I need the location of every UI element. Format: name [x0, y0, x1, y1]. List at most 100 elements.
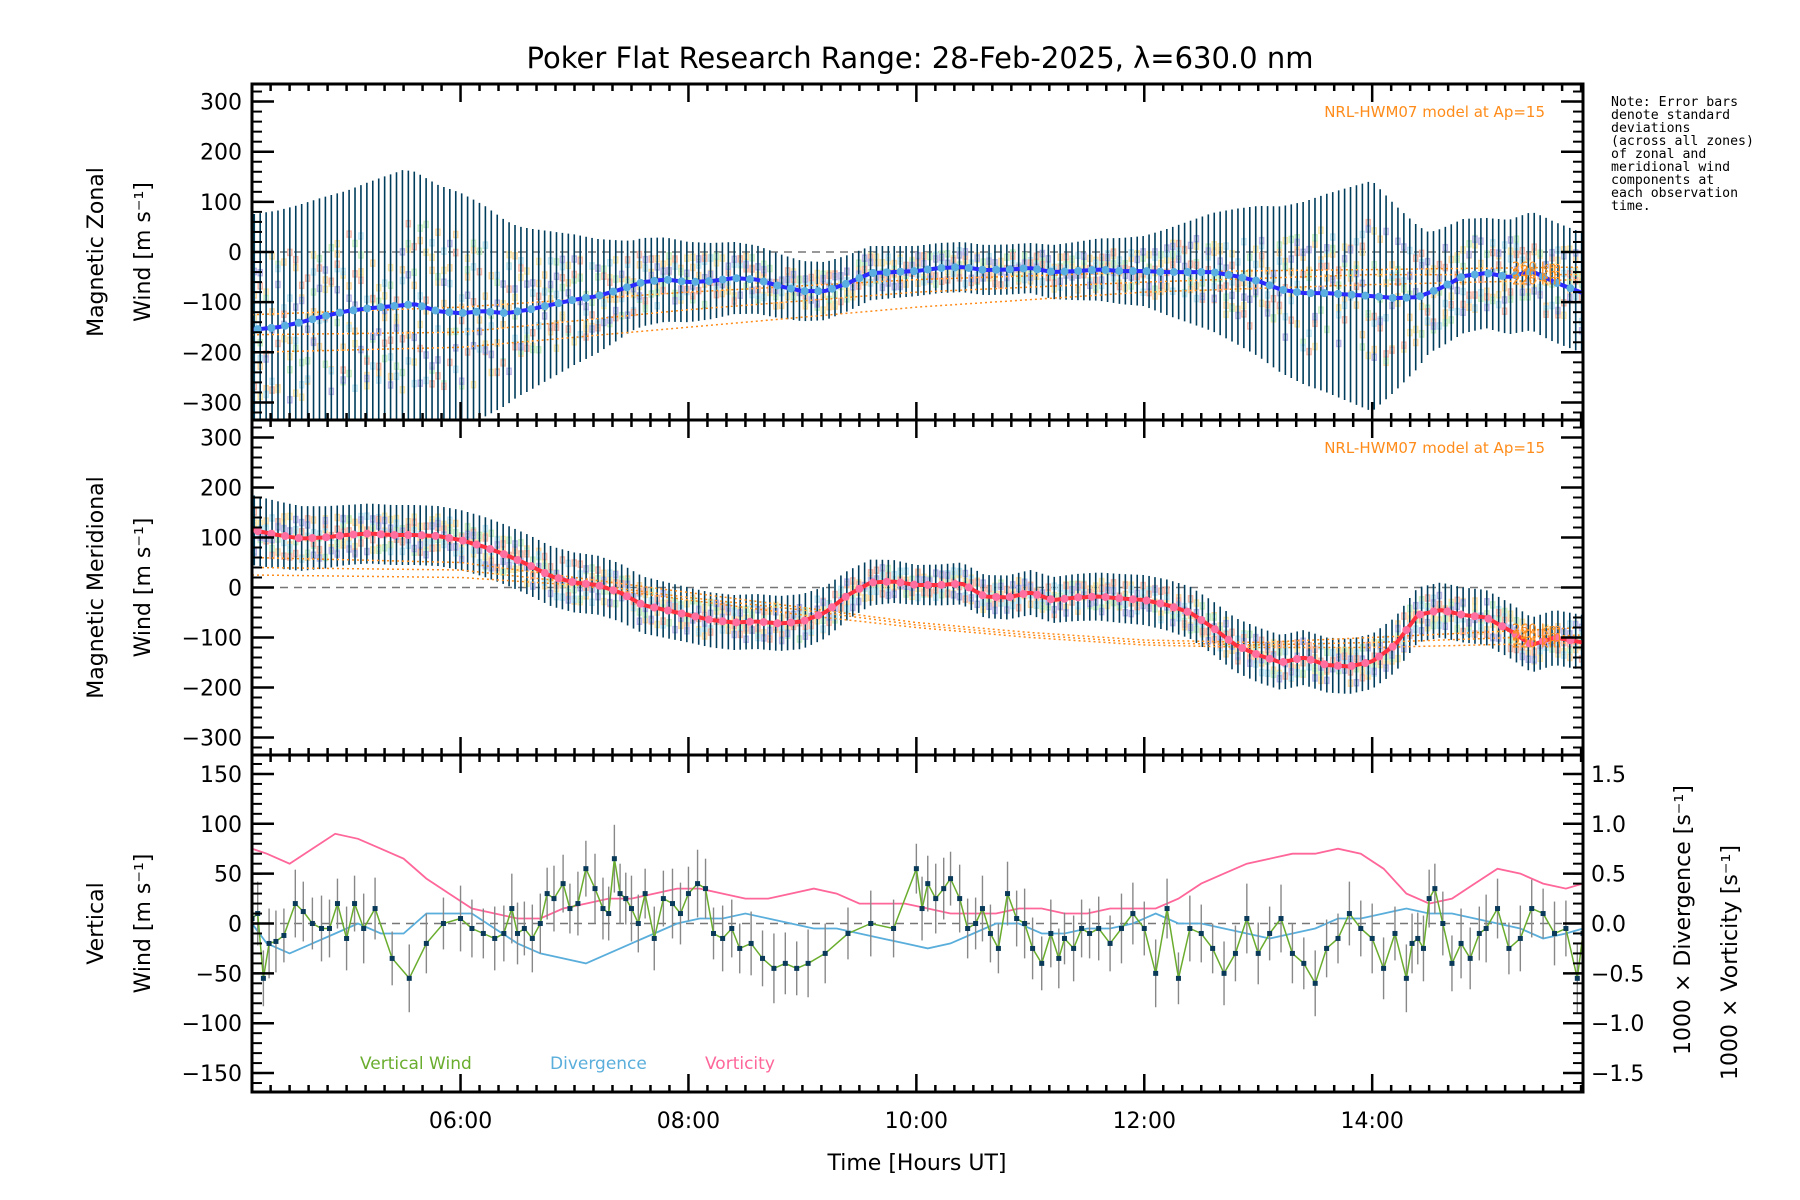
left-tick-label: −200: [182, 677, 242, 702]
mean-wind-marker: [363, 304, 372, 313]
vertical-wind-marker: [1141, 925, 1147, 931]
right-tick-label: 1.5: [1591, 763, 1626, 788]
vertical-wind-marker: [1039, 960, 1045, 966]
x-tick-label: 08:00: [657, 1109, 720, 1134]
vertical-wind-marker: [948, 876, 954, 882]
vertical-wind-marker: [919, 906, 925, 912]
vertical-wind-marker: [1476, 930, 1482, 936]
mean-wind-marker: [814, 611, 823, 620]
vertical-wind-marker: [1574, 975, 1580, 981]
vertical-wind-marker: [1087, 930, 1093, 936]
vertical-wind-marker: [515, 930, 521, 936]
vertical-wind-marker: [1107, 940, 1113, 946]
left-tick-label: 100: [200, 813, 242, 838]
mean-wind-marker: [1484, 614, 1493, 623]
mean-wind-marker: [1498, 622, 1507, 631]
left-tick-label: 0: [228, 913, 242, 938]
mean-wind-marker: [1101, 593, 1110, 602]
mean-wind-marker: [828, 284, 837, 293]
vertical-wind-marker: [617, 891, 623, 897]
mean-wind-marker: [814, 287, 823, 296]
legend-divergence: Divergence: [550, 1054, 647, 1074]
mean-wind-marker: [787, 284, 796, 293]
mean-wind-marker: [281, 321, 290, 330]
mean-wind-marker: [1238, 644, 1247, 652]
vertical-wind-marker: [1432, 886, 1438, 892]
left-tick-label: 100: [200, 191, 242, 216]
vertical-wind-marker: [372, 906, 378, 912]
mean-wind-marker: [390, 301, 399, 310]
mean-wind-marker: [691, 277, 700, 286]
vertical-wind-marker: [703, 886, 709, 892]
mean-wind-marker: [1416, 292, 1425, 301]
mean-wind-marker: [1333, 289, 1342, 298]
model-line-model-240-km: [252, 273, 1580, 336]
vertical-wind-marker: [891, 925, 897, 931]
mean-wind-marker: [376, 530, 385, 539]
mean-wind-marker: [445, 308, 454, 317]
y-axis-label-line2: Wind [m s⁻¹]: [131, 854, 156, 994]
mean-wind-marker: [1087, 592, 1096, 601]
vertical-wind-marker: [1301, 960, 1307, 966]
mean-wind-marker: [800, 616, 809, 625]
panel-vertical: Vertical Wind Divergence Vorticity 1.5 1.0 0.…: [84, 753, 1743, 1094]
mean-wind-marker: [1183, 268, 1192, 277]
mean-wind-marker: [787, 618, 796, 627]
right-tick-label: −1.5: [1591, 1062, 1644, 1087]
mean-wind-marker: [499, 550, 508, 559]
mean-wind-marker: [349, 306, 358, 315]
mean-wind-marker: [1361, 659, 1370, 667]
vertical-wind-marker: [1369, 935, 1375, 941]
mean-wind-marker: [1429, 607, 1438, 616]
vertical-wind-marker: [822, 950, 828, 956]
mean-wind-marker: [267, 529, 276, 538]
mean-wind-marker: [964, 263, 973, 272]
vertical-wind-marker: [266, 940, 272, 946]
vertical-wind-marker: [794, 965, 800, 971]
mean-wind-marker: [882, 577, 891, 586]
plot-area-vertical: [252, 824, 1583, 1017]
mean-wind-marker: [609, 287, 618, 296]
mean-wind-marker: [1033, 590, 1042, 599]
mean-wind-marker: [568, 577, 577, 586]
mean-wind-marker: [253, 325, 262, 334]
vertical-wind-marker: [628, 906, 634, 912]
vertical-wind-marker: [642, 891, 648, 897]
mean-wind-marker: [1292, 288, 1301, 297]
vertical-wind-marker: [1014, 916, 1020, 922]
vertical-wind-marker: [611, 856, 617, 862]
mean-wind-marker: [732, 274, 741, 283]
vertical-wind-marker: [1079, 925, 1085, 931]
mean-wind-marker: [1128, 595, 1137, 604]
mean-wind-marker: [1552, 278, 1561, 287]
vertical-wind-marker: [868, 921, 874, 926]
mean-wind-marker: [1074, 266, 1083, 275]
vertical-wind-marker: [1540, 911, 1546, 917]
mean-wind-marker: [732, 618, 741, 627]
vertical-wind-marker: [309, 921, 315, 926]
mean-wind-marker: [431, 306, 440, 315]
mean-wind-marker: [1265, 654, 1274, 663]
mean-wind-marker: [759, 618, 768, 627]
mean-wind-marker: [1046, 595, 1055, 604]
mean-wind-marker: [1224, 270, 1233, 279]
mean-wind-marker: [308, 534, 317, 542]
vertical-wind-marker: [623, 896, 629, 902]
vertical-wind-marker: [560, 881, 566, 887]
mean-wind-marker: [1539, 272, 1548, 281]
mean-wind-marker: [1210, 268, 1219, 277]
vertical-wind-marker: [1335, 935, 1341, 941]
vertical-wind-marker: [1420, 945, 1426, 951]
mean-wind-marker: [964, 583, 973, 592]
vertical-wind-marker: [677, 911, 683, 917]
mean-wind-marker: [335, 531, 344, 540]
vertical-wind-marker: [669, 901, 675, 907]
vertical-wind-marker: [711, 930, 717, 936]
vertical-wind-marker: [406, 975, 412, 981]
mean-wind-marker: [294, 534, 303, 543]
vertical-wind-marker: [1529, 906, 1535, 912]
vertical-wind-marker: [1517, 935, 1523, 941]
x-tick-label: 12:00: [1113, 1109, 1176, 1134]
vertical-wind-marker: [1062, 935, 1068, 941]
